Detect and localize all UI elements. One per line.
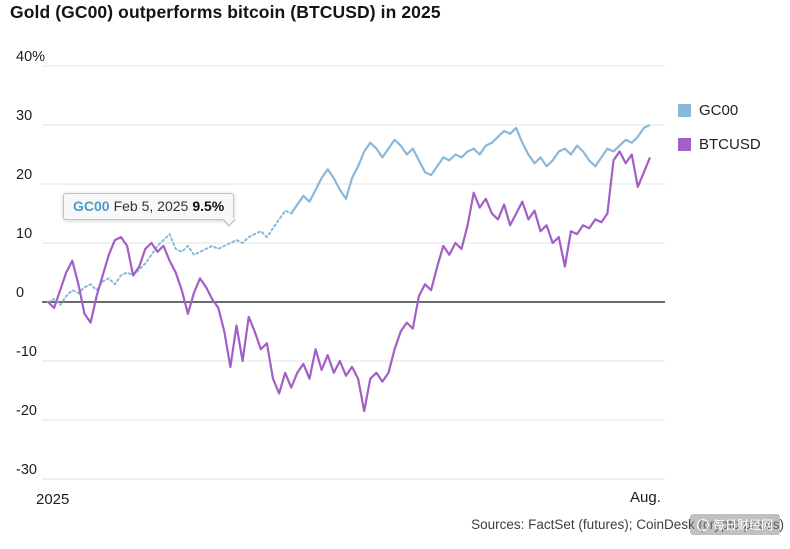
tooltip-date: Feb 5, 2025	[113, 198, 189, 214]
watermark-badge: 每日财经网	[689, 514, 780, 535]
x-axis-label-end: Aug.	[630, 489, 661, 506]
y-tick-label: 10	[16, 226, 33, 242]
watermark-logo-icon	[696, 518, 709, 531]
gc00-line-dashed	[47, 209, 293, 306]
y-tick-label: 20	[16, 167, 33, 183]
chart-legend: GC00 BTCUSD	[678, 102, 761, 170]
gc00-line	[290, 124, 651, 215]
y-tick-label: 40%	[16, 49, 46, 65]
legend-swatch-btcusd-icon	[678, 138, 691, 151]
y-tick-label: 30	[16, 108, 33, 124]
legend-swatch-gc00-icon	[678, 104, 691, 117]
legend-label-btcusd: BTCUSD	[699, 136, 761, 153]
tooltip-pointer-icon	[222, 218, 236, 227]
legend-item-btcusd: BTCUSD	[678, 136, 761, 153]
legend-label-gc00: GC00	[699, 102, 739, 119]
tooltip-value: 9.5%	[192, 198, 225, 214]
chart-title: Gold (GC00) outperforms bitcoin (BTCUSD)…	[10, 2, 441, 22]
y-tick-label: 0	[16, 285, 25, 301]
watermark-text: 每日财经网	[712, 518, 773, 532]
y-tick-label: -20	[16, 403, 37, 419]
legend-item-gc00: GC00	[678, 102, 761, 119]
chart-tooltip: GC00 Feb 5, 2025 9.5%	[63, 193, 236, 227]
tooltip-series-name: GC00	[73, 198, 110, 214]
y-tick-label: -30	[16, 462, 37, 478]
x-axis-label-start: 2025	[36, 491, 70, 508]
btcusd-line	[47, 150, 652, 413]
y-tick-label: -10	[16, 344, 37, 360]
